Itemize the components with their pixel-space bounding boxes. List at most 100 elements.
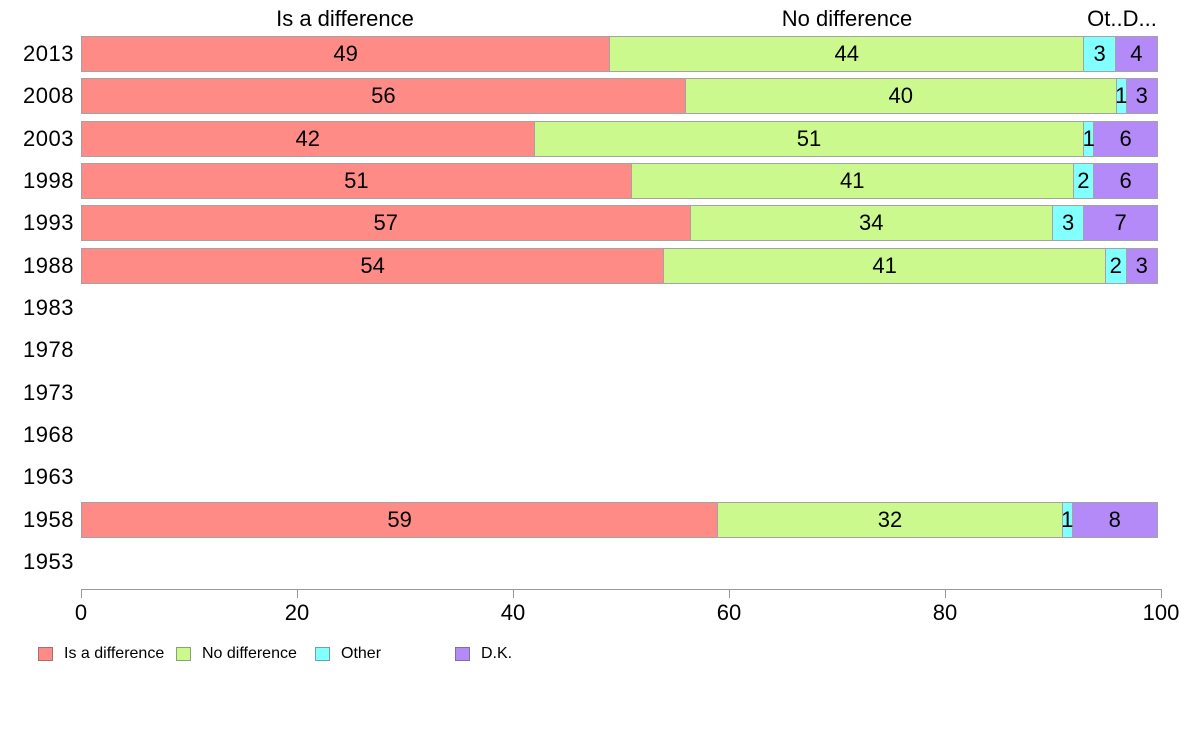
bar-value-label: 6 (1119, 125, 1132, 151)
x-axis-tick (512, 589, 514, 598)
x-axis-tick-label: 20 (284, 600, 310, 625)
bar-segment-other: 3 (1083, 36, 1116, 72)
legend-label: Is a difference (64, 645, 165, 662)
bar-row-1983: 1983 (23, 287, 1161, 329)
bar-segment-other: 3 (1052, 205, 1085, 242)
x-axis-tick-label: 40 (500, 600, 526, 625)
bar-value-label: 2 (1077, 167, 1090, 193)
x-axis-tick-label: 60 (716, 600, 742, 625)
bar-value-label: 7 (1114, 210, 1127, 236)
bar-segment-d-k: 3 (1125, 78, 1158, 115)
bar-value-label: 51 (344, 167, 369, 193)
bar-row-1973: 1973 (23, 372, 1161, 414)
column-header-is-a-difference: Is a difference (276, 6, 414, 31)
x-axis: 0 20 40 60 80 100 (75, 589, 1179, 629)
legend-label: No difference (202, 645, 297, 662)
category-label: 2008 (23, 83, 74, 109)
bar-row-2013: 2013 49 44 3 4 (23, 33, 1161, 75)
x-axis-tick (80, 589, 82, 598)
bar-value-label: 40 (888, 83, 914, 109)
legend-swatch-no-difference (176, 647, 191, 661)
bar-value-label: 3 (1135, 252, 1148, 278)
column-header-ot-d: Ot..D... (1087, 6, 1157, 31)
bar-segment-no-difference: 41 (663, 247, 1106, 284)
legend: Is a difference No difference Other D.K. (0, 643, 1188, 669)
bar-segment-other: 1 (1061, 501, 1074, 538)
bar-segment-no-difference: 34 (689, 205, 1054, 242)
legend-label: Other (341, 645, 382, 662)
bar-value-label: 41 (872, 252, 897, 278)
bar-stack: 49 44 3 4 (81, 36, 1161, 72)
legend-item-is-a-difference: Is a difference (38, 643, 164, 665)
bar-stack: 59 32 1 8 (81, 501, 1161, 538)
bar-segment-d-k: 6 (1093, 120, 1158, 157)
bar-value-label: 6 (1119, 167, 1132, 193)
bar-value-label: 2 (1109, 252, 1122, 278)
bar-value-label: 3 (1061, 210, 1075, 236)
category-label: 1973 (23, 379, 74, 405)
bar-row-1978: 1978 (23, 329, 1161, 371)
bar-stack: 54 41 2 3 (81, 247, 1161, 284)
bar-value-label: 1 (1082, 125, 1095, 151)
category-label: 1963 (23, 464, 74, 490)
bar-segment-is-a-difference: 42 (81, 120, 535, 157)
bar-value-label: 34 (859, 210, 884, 236)
bar-stack: 51 41 2 6 (81, 162, 1161, 199)
bar-segment-is-a-difference: 59 (81, 501, 719, 538)
x-axis-tick (944, 589, 946, 598)
x-axis-tick-label: 80 (932, 600, 958, 625)
bar-value-label: 49 (333, 41, 358, 66)
bar-row-1993: 1993 57 34 3 7 (23, 202, 1161, 244)
bar-row-2003: 2003 42 51 1 6 (23, 118, 1161, 160)
bar-value-label: 57 (373, 210, 398, 236)
category-label: 2003 (23, 125, 74, 151)
plot-area: 2013 49 44 3 4 2008 56 40 1 3 2003 42 51 1 6 1998 51 41 2 6… (23, 33, 1161, 584)
legend-swatch-other (315, 647, 330, 661)
legend-label: D.K. (481, 645, 513, 662)
bar-segment-no-difference: 51 (533, 120, 1085, 157)
bar-value-label: 32 (877, 506, 903, 532)
legend-swatch-d-k (455, 647, 470, 661)
category-label: 1958 (23, 506, 74, 532)
x-axis-line (81, 589, 1161, 590)
legend-item-no-difference: No difference (176, 643, 297, 665)
bar-segment-d-k: 3 (1125, 247, 1158, 284)
bar-row-1988: 1988 54 41 2 3 (23, 245, 1161, 287)
bar-value-label: 56 (371, 83, 396, 109)
bar-stack: 57 34 3 7 (81, 205, 1161, 242)
x-axis-tick (1160, 589, 1162, 598)
bar-segment-d-k: 7 (1083, 205, 1158, 242)
category-label: 1953 (23, 548, 74, 574)
bar-segment-is-a-difference: 57 (81, 205, 691, 242)
bar-segment-no-difference: 32 (717, 501, 1063, 538)
bar-value-label: 59 (387, 506, 412, 532)
bar-value-label: 3 (1135, 83, 1148, 109)
bar-segment-other: 2 (1072, 162, 1095, 199)
bar-segment-no-difference: 41 (630, 162, 1074, 199)
x-axis-tick-label: 0 (74, 600, 88, 625)
legend-item-other: Other (315, 643, 381, 665)
bar-segment-other: 1 (1115, 78, 1128, 115)
bar-row-1958: 1958 59 32 1 8 (23, 499, 1161, 541)
bar-row-1968: 1968 (23, 414, 1161, 456)
bar-value-label: 1 (1115, 83, 1128, 109)
bar-value-label: 3 (1093, 41, 1106, 66)
bar-row-2008: 2008 56 40 1 3 (23, 75, 1161, 117)
bar-row-1998: 1998 51 41 2 6 (23, 160, 1161, 202)
category-label: 1993 (23, 210, 74, 236)
bar-value-label: 1 (1061, 506, 1074, 532)
bar-segment-is-a-difference: 56 (81, 78, 686, 115)
category-label: 1998 (23, 167, 74, 193)
bar-row-1963: 1963 (23, 456, 1161, 498)
x-axis-tick (728, 589, 730, 598)
bar-segment-is-a-difference: 49 (81, 36, 611, 72)
legend-swatch-is-a-difference (38, 647, 53, 661)
bar-segment-other: 2 (1104, 247, 1127, 284)
x-axis-tick (296, 589, 298, 598)
bar-stack: 56 40 1 3 (81, 78, 1161, 115)
bar-value-label: 44 (834, 41, 860, 66)
bar-value-label: 4 (1130, 41, 1143, 66)
category-label: 1978 (23, 337, 74, 363)
category-label: 1983 (23, 294, 74, 320)
bar-segment-d-k: 8 (1071, 501, 1158, 538)
